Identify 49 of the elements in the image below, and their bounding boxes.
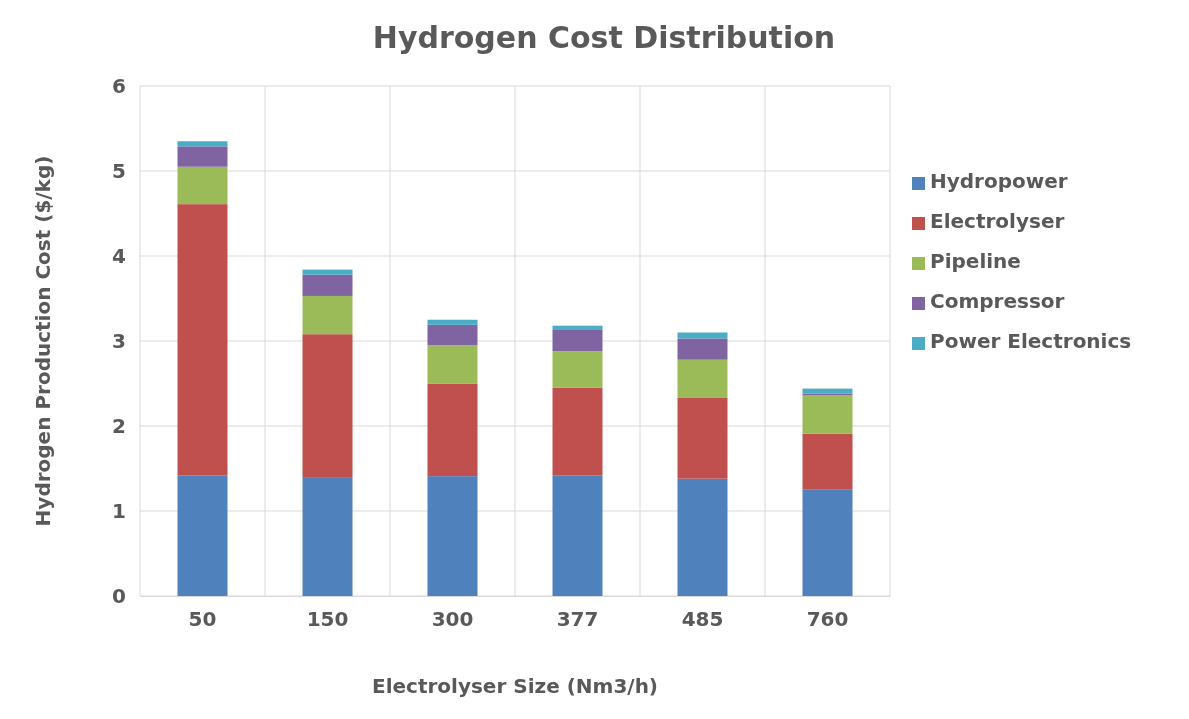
bar [177, 146, 228, 167]
bar [552, 475, 603, 596]
bar [677, 397, 728, 479]
y-axis-title: Hydrogen Production Cost ($/kg) [31, 155, 55, 527]
bar [427, 324, 478, 346]
bar [427, 476, 478, 596]
y-tick-label: 5 [112, 158, 126, 183]
legend-label: Pipeline [930, 249, 1021, 273]
bar [177, 166, 228, 205]
bar [427, 383, 478, 477]
y-tick-label: 4 [112, 243, 126, 268]
bar [677, 478, 728, 596]
bar [302, 269, 353, 275]
x-tick-label: 377 [556, 607, 599, 632]
bar [177, 204, 228, 476]
bar [552, 387, 603, 476]
bar [677, 359, 728, 398]
y-tick-label: 6 [112, 73, 126, 98]
x-tick-label: 300 [431, 607, 474, 632]
bar [427, 319, 478, 325]
x-tick-label: 150 [306, 607, 349, 632]
bar [677, 338, 728, 360]
bar [552, 351, 603, 388]
legend-label: Electrolyser [930, 209, 1065, 233]
y-tick-label: 1 [112, 498, 126, 523]
bar [427, 345, 478, 384]
chart-title: Hydrogen Cost Distribution [372, 20, 836, 55]
y-tick-label: 2 [112, 413, 126, 438]
bar [802, 395, 853, 434]
bar [552, 329, 603, 352]
bar [177, 141, 228, 147]
legend-label: Hydropower [930, 169, 1068, 193]
legend-label: Power Electronics [930, 329, 1132, 353]
y-tick-label: 0 [112, 583, 126, 608]
bar [552, 325, 603, 330]
bar [802, 388, 853, 394]
bar [302, 274, 353, 296]
y-tick-label: 3 [112, 328, 126, 353]
x-tick-label: 50 [188, 607, 217, 632]
x-axis-title: Electrolyser Size (Nm3/h) [371, 674, 659, 698]
x-tick-label: 485 [681, 607, 724, 632]
legend-label: Compressor [930, 289, 1065, 313]
bar [302, 477, 353, 596]
x-tick-label: 760 [806, 607, 849, 632]
bar [177, 475, 228, 596]
bar [302, 295, 353, 335]
bar [802, 489, 853, 596]
bar [802, 433, 853, 490]
bar [302, 334, 353, 478]
